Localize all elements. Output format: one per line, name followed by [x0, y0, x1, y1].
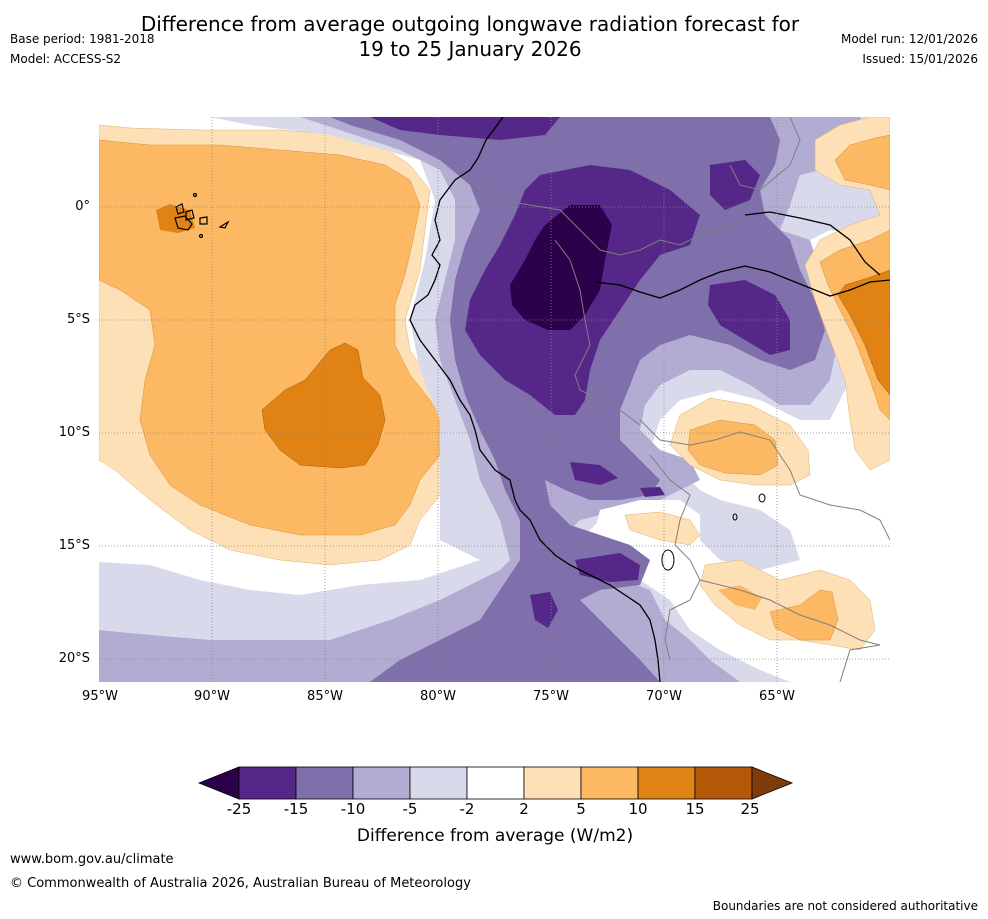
cb-tick: -2	[459, 800, 475, 818]
region-deep-purple-coast	[570, 462, 618, 485]
website-text: www.bom.gov.au/climate	[10, 852, 174, 867]
issued-date: Issued: 15/01/2026	[862, 52, 978, 66]
region-mid-orange-inner	[687, 419, 779, 476]
copyright-text: © Commonwealth of Australia 2026, Austra…	[10, 876, 471, 891]
lon-label-90w: 90°W	[194, 689, 230, 704]
north-coastline	[594, 265, 890, 299]
cb-tick: 15	[685, 800, 705, 818]
meta-right: Model run: 12/01/2026 Issued: 15/01/2026	[841, 32, 978, 72]
chart-title: Difference from average outgoing longwav…	[0, 12, 988, 62]
region-deep-purple-coast2	[640, 487, 665, 497]
lon-label-95w: 95°W	[82, 689, 118, 704]
region-deep-purple-south	[575, 553, 640, 582]
region-deep-purple-east	[708, 280, 790, 355]
title-line-1: Difference from average outgoing longwav…	[140, 12, 800, 36]
model-run: Model run: 12/01/2026	[840, 32, 978, 46]
cb-tick: -25	[226, 800, 252, 818]
lat-label-5s: 5°S	[66, 312, 90, 327]
lon-label-75w: 75°W	[533, 689, 569, 704]
map-field	[99, 117, 890, 682]
colorbar-segment	[580, 766, 639, 800]
colorbar-segment	[409, 766, 468, 800]
colorbar-segment	[466, 766, 525, 800]
colorbar-arrow-high	[751, 766, 794, 800]
graticule	[99, 117, 890, 682]
colorbar-segment	[295, 766, 354, 800]
lat-label-0: 0°	[75, 199, 90, 214]
region-pale-orange-strip	[624, 511, 701, 546]
cb-tick: 2	[519, 800, 529, 818]
cb-tick: 25	[740, 800, 760, 818]
cb-tick: -10	[340, 800, 366, 818]
lat-label-10s: 10°S	[58, 425, 90, 440]
lat-label-15s: 15°S	[58, 538, 90, 553]
model-name: Model: ACCESS-S2	[10, 52, 122, 66]
meta-left: Base period: 1981-2018 Model: ACCESS-S2	[10, 32, 155, 72]
lon-label-85w: 85°W	[307, 689, 343, 704]
lon-label-65w: 65°W	[759, 689, 795, 704]
cb-tick: 5	[576, 800, 586, 818]
region-east-dark-orange	[837, 269, 890, 396]
colorbar-segment	[694, 766, 753, 800]
title-line-2: 19 to 25 January 2026	[358, 37, 582, 61]
galapagos-islands	[174, 192, 230, 239]
disclaimer-text: Boundaries are not considered authoritat…	[712, 899, 978, 913]
region-deep-purple-ne	[710, 160, 760, 210]
region-deep-purple-top	[370, 117, 560, 140]
cb-tick: -15	[283, 800, 309, 818]
base-period: Base period: 1981-2018	[10, 32, 155, 46]
region-southeast-orange	[769, 589, 839, 641]
lat-label-20s: 20°S	[58, 651, 90, 666]
cb-tick: 10	[628, 800, 648, 818]
north-coastline-2	[744, 211, 881, 276]
region-southeast-orange-small	[718, 585, 762, 610]
colorbar-segment	[238, 766, 297, 800]
region-dark-orange-blob	[261, 342, 386, 469]
lon-label-70w: 70°W	[646, 689, 682, 704]
colorbar-segment	[352, 766, 411, 800]
colorbar-segment	[523, 766, 582, 800]
colorbar-arrow-low	[197, 766, 240, 800]
colorbar-segment	[637, 766, 696, 800]
country-borders	[469, 117, 890, 682]
coastline	[409, 117, 661, 682]
colorbar-title: Difference from average (W/m2)	[356, 826, 634, 846]
cb-tick: -5	[402, 800, 418, 818]
lon-label-80w: 80°W	[420, 689, 456, 704]
